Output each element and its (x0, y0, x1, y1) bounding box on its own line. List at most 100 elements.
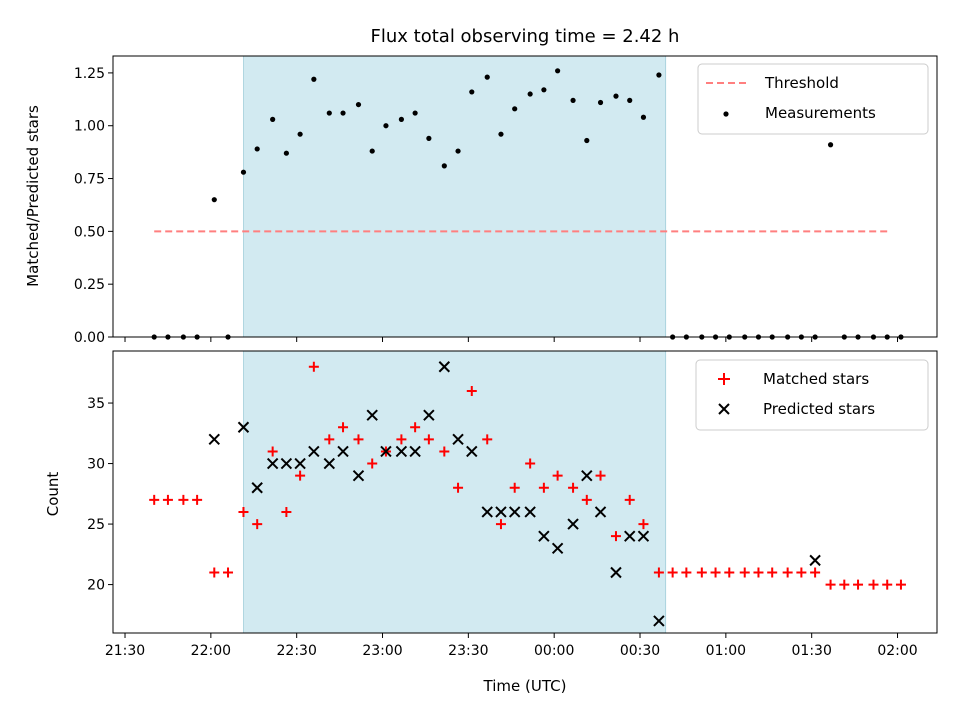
measurement-point (369, 148, 375, 154)
predicted-stars-point (395, 445, 408, 458)
measurement-point (283, 150, 289, 156)
measurement-point (541, 87, 547, 93)
matched-stars-point (324, 434, 335, 445)
bottom-shaded-interval (243, 350, 667, 634)
predicted-stars-point (308, 445, 320, 458)
matched-stars-point (595, 470, 606, 481)
matched-stars-point (353, 434, 364, 445)
matched-stars-point (882, 579, 893, 590)
matched-stars-point (638, 519, 649, 530)
measurement-point (311, 76, 317, 82)
measurement-point (627, 97, 633, 103)
x-tick-label: 01:00 (706, 643, 746, 659)
measurement-point (484, 74, 490, 80)
predicted-stars-point (280, 457, 293, 470)
x-tick-label: 21:30 (105, 643, 145, 659)
matched-stars-point (281, 506, 292, 517)
series-predicted-stars (208, 361, 821, 627)
top-legend: Threshold Measurements (697, 63, 929, 135)
measurement-point (383, 123, 389, 129)
predicted-stars-point (524, 506, 536, 518)
predicted-stars-point (538, 530, 550, 542)
matched-stars-point (552, 470, 563, 481)
matched-stars-point (796, 567, 807, 578)
measurement-point (441, 163, 447, 169)
predicted-stars-point (438, 361, 451, 373)
predicted-stars-point (452, 433, 464, 446)
x-tick-label: 22:30 (277, 643, 317, 659)
predicted-stars-point (409, 445, 421, 458)
predicted-stars-point (508, 506, 521, 518)
predicted-stars-point (653, 615, 665, 627)
matched-stars-point (653, 567, 664, 578)
predicted-stars-point (266, 457, 279, 470)
matched-stars-point (162, 494, 173, 505)
matched-stars-point (308, 361, 319, 372)
matched-stars-point (538, 482, 549, 493)
predicted-stars-point (337, 445, 349, 458)
matched-stars-point (295, 470, 306, 481)
top-y-tick-label: 0.00 (74, 330, 105, 346)
predicted-stars-point (208, 433, 220, 446)
predicted-stars-point (637, 530, 650, 542)
matched-stars-point (581, 494, 592, 505)
chart-title: Flux total observing time = 2.42 h (371, 26, 680, 47)
matched-stars-point (338, 422, 349, 433)
x-tick-label: 22:00 (191, 643, 231, 659)
matched-stars-point (624, 494, 635, 505)
measurement-point (570, 97, 576, 103)
matched-stars-point (238, 506, 249, 517)
predicted-stars-point (594, 506, 607, 518)
predicted-stars-point (380, 445, 392, 458)
matched-stars-point (568, 482, 579, 493)
bottom-y-tick-label: 35 (87, 396, 105, 412)
top-y-tick-label: 1.25 (74, 66, 105, 82)
top-y-axis-label: Matched/Predicted stars (24, 105, 42, 287)
predicted-stars-point (423, 409, 435, 421)
matched-stars-point (439, 446, 450, 457)
top-y-tick-label: 0.50 (74, 224, 105, 240)
matched-stars-point (710, 567, 721, 578)
bottom-legend: Matched stars Predicted stars (695, 359, 929, 431)
measurement-point (555, 68, 561, 74)
measurement-point (297, 131, 303, 137)
predicted-stars-point (624, 530, 636, 542)
x-tick-label: 02:00 (877, 643, 917, 659)
top-y-tick-label: 0.25 (74, 277, 105, 293)
matched-stars-point (739, 567, 750, 578)
predicted-stars-point (352, 469, 365, 482)
plot-layer: 0.00 0.25 0.50 0.75 1.00 1.25 20 25 30 35 21:30 22:… (74, 55, 938, 659)
predicted-stars-point (809, 554, 821, 567)
matched-stars-point (782, 567, 793, 578)
matched-stars-point (810, 567, 821, 578)
measurement-point (597, 99, 604, 106)
predicted-stars-point (495, 506, 507, 518)
matched-stars-point (149, 494, 160, 505)
measurement-point (640, 114, 647, 120)
measurement-point (827, 142, 834, 148)
x-tick-label: 23:00 (362, 643, 402, 659)
legend-label: Predicted stars (763, 400, 875, 418)
matched-stars-point (267, 446, 278, 457)
measurement-point (240, 169, 247, 175)
predicted-stars-point (251, 482, 263, 494)
matched-stars-point (482, 434, 493, 445)
measurement-point (412, 110, 418, 116)
matched-stars-point (696, 567, 707, 578)
predicted-stars-point (366, 409, 378, 421)
matched-stars-point (667, 567, 678, 578)
measurement-point (512, 106, 518, 112)
measurement-point (211, 197, 217, 203)
matched-stars-point (895, 579, 906, 590)
bottom-legend-box (695, 359, 929, 431)
top-legend-box (697, 63, 929, 135)
measurement-point (613, 93, 619, 99)
predicted-stars-point (551, 542, 564, 554)
x-tick-label: 01:30 (792, 643, 832, 659)
matched-stars-point (868, 579, 879, 590)
bottom-y-tick-label: 20 (87, 578, 105, 594)
predicted-stars-point (294, 457, 306, 470)
measurement-point (498, 131, 504, 137)
predicted-stars-point (581, 469, 593, 482)
